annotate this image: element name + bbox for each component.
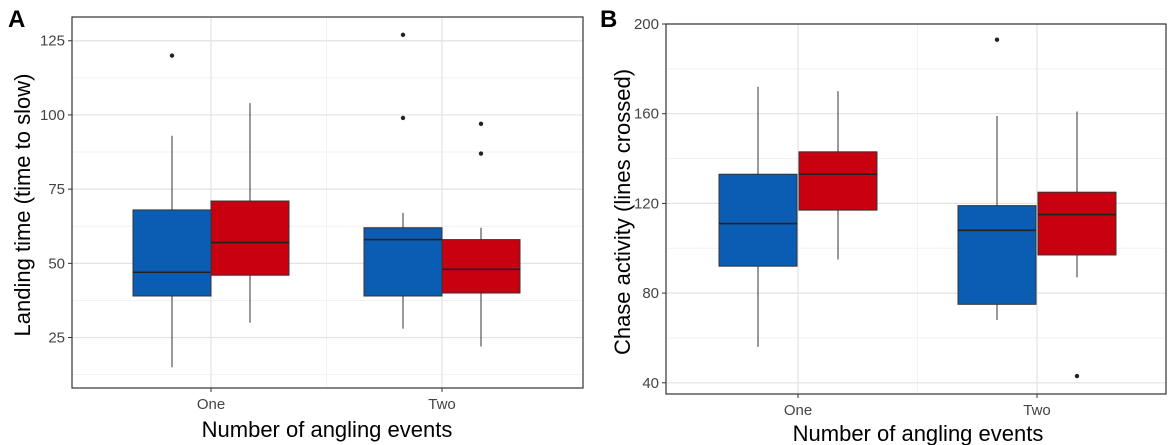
x-tick-label: One (197, 396, 225, 413)
panel-b-x-ticks: One Two (784, 394, 1051, 419)
y-tick-label: 50 (48, 255, 65, 272)
y-tick-label: 80 (642, 285, 659, 302)
panel-a-frame (71, 16, 584, 389)
panel-b-boxes (718, 37, 1117, 379)
box-red (1037, 191, 1117, 256)
panel-b: 40 80 120 160 200 One Two B Chase activity (l… (600, 6, 1167, 445)
box-blue (363, 227, 443, 297)
panel-b-y-axis-title: Chase activity (lines crossed) (610, 69, 635, 355)
y-tick-label: 40 (642, 375, 659, 392)
y-tick-label: 125 (40, 33, 65, 50)
x-tick-label: One (784, 402, 812, 419)
panel-b-label: B (600, 6, 617, 33)
x-tick-label: Two (428, 396, 456, 413)
outlier-point (478, 121, 484, 127)
outlier-point (478, 151, 484, 156)
box-blue (132, 209, 212, 297)
y-tick-label: 75 (48, 181, 65, 198)
box-red (210, 200, 290, 276)
panel-a-grid (72, 17, 583, 388)
outlier-point (1074, 373, 1080, 379)
outlier-point (400, 115, 406, 121)
y-tick-label: 25 (48, 330, 65, 347)
box-red (798, 151, 878, 211)
panel-a-label: A (8, 6, 25, 33)
panel-a-y-axis-title: Landing time (time to slow) (10, 74, 35, 337)
panel-a: 25 50 75 100 125 One Two A Landing time (time… (8, 6, 584, 442)
y-tick-label: 100 (40, 107, 65, 124)
box-blue (718, 173, 798, 267)
panel-a-x-ticks: One Two (197, 388, 456, 413)
panel-b-frame (665, 23, 1167, 395)
y-tick-label: 120 (634, 195, 659, 212)
y-tick-label: 160 (634, 106, 659, 123)
panel-a-x-axis-title: Number of angling events (202, 417, 453, 442)
y-tick-label: 200 (634, 16, 659, 33)
panel-a-boxes (132, 32, 521, 368)
panel-b-y-ticks: 40 80 120 160 200 (634, 16, 666, 392)
panel-b-x-axis-title: Number of angling events (793, 421, 1044, 445)
box-red (441, 239, 521, 294)
outlier-point (994, 37, 1000, 42)
panel-a-y-ticks: 25 50 75 100 125 (40, 33, 72, 347)
box-blue (957, 205, 1037, 305)
outlier-point (169, 53, 175, 58)
outlier-point (400, 32, 406, 38)
x-tick-label: Two (1023, 402, 1051, 419)
